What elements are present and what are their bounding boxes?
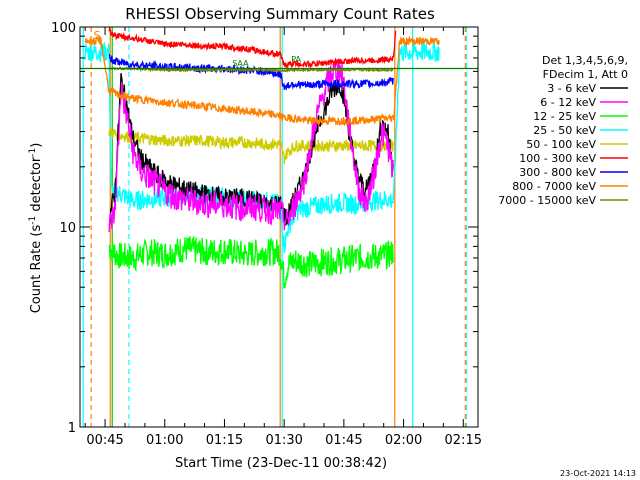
x-tick-label: 01:15: [206, 433, 243, 448]
legend-header-line: FDecim 1, Att 0: [543, 68, 628, 81]
legend-label: 6 - 12 keV: [540, 96, 596, 109]
y-axis-label-part: detector: [29, 156, 44, 216]
x-tick-label: 01:00: [146, 433, 183, 448]
legend-label: 7000 - 15000 keV: [498, 194, 596, 207]
x-tick-labels: 00:45 01:00 01:15 01:30 01:45 02:00 02:15: [86, 433, 482, 448]
series-line: [108, 126, 394, 164]
y-axis-label-sup: -1: [28, 148, 38, 157]
legend-label: 300 - 800 keV: [519, 166, 596, 179]
flag-label: SAA: [232, 59, 249, 68]
legend-label: 50 - 100 keV: [526, 138, 596, 151]
series-line: [108, 59, 394, 233]
legend: Det 1,3,4,5,6,9, FDecim 1, Att 0 3 - 6 k…: [498, 54, 628, 207]
x-tick-label: 01:30: [265, 433, 302, 448]
y-axis-label: Count Rate (s-1 detector-1): [28, 143, 44, 314]
vertical-markers: [82, 27, 468, 427]
footer-date: 23-Oct-2021 14:13: [560, 469, 636, 478]
chart-title: RHESSI Observing Summary Count Rates: [125, 5, 435, 23]
x-axis-label: Start Time (23-Dec-11 00:38:42): [175, 456, 387, 471]
legend-label: 800 - 7000 keV: [512, 180, 596, 193]
series-line: [108, 236, 394, 289]
y-axis-label-sup: -1: [28, 216, 38, 225]
flag-label: PA: [291, 55, 301, 64]
series-line: [108, 26, 397, 70]
legend-label: 3 - 6 keV: [547, 82, 596, 95]
legend-label: 12 - 25 keV: [533, 110, 596, 123]
series-line: [84, 35, 440, 127]
y-tick-label: 100: [51, 21, 76, 36]
flag-labels: S SAA PA: [94, 29, 302, 68]
x-tick-label: 00:45: [86, 433, 123, 448]
y-tick-labels: 1 10 100: [51, 21, 76, 436]
y-axis-label-part: Count Rate (s: [29, 225, 44, 314]
x-tick-label: 01:45: [325, 433, 362, 448]
x-tick-label: 02:15: [445, 433, 482, 448]
plot-frame: [79, 26, 479, 428]
legend-label: 25 - 50 keV: [533, 124, 596, 137]
legend-label: 100 - 300 keV: [519, 152, 596, 165]
flag-label: S: [94, 29, 101, 42]
x-tick-label: 02:00: [385, 433, 422, 448]
series-line: [108, 66, 394, 74]
legend-header-line: Det 1,3,4,5,6,9,: [542, 54, 628, 67]
y-tick-label: 10: [59, 221, 76, 236]
y-axis-label-part: ): [29, 143, 44, 148]
y-tick-label: 1: [68, 421, 76, 436]
series-layer: [80, 26, 478, 289]
axes: [79, 26, 479, 428]
